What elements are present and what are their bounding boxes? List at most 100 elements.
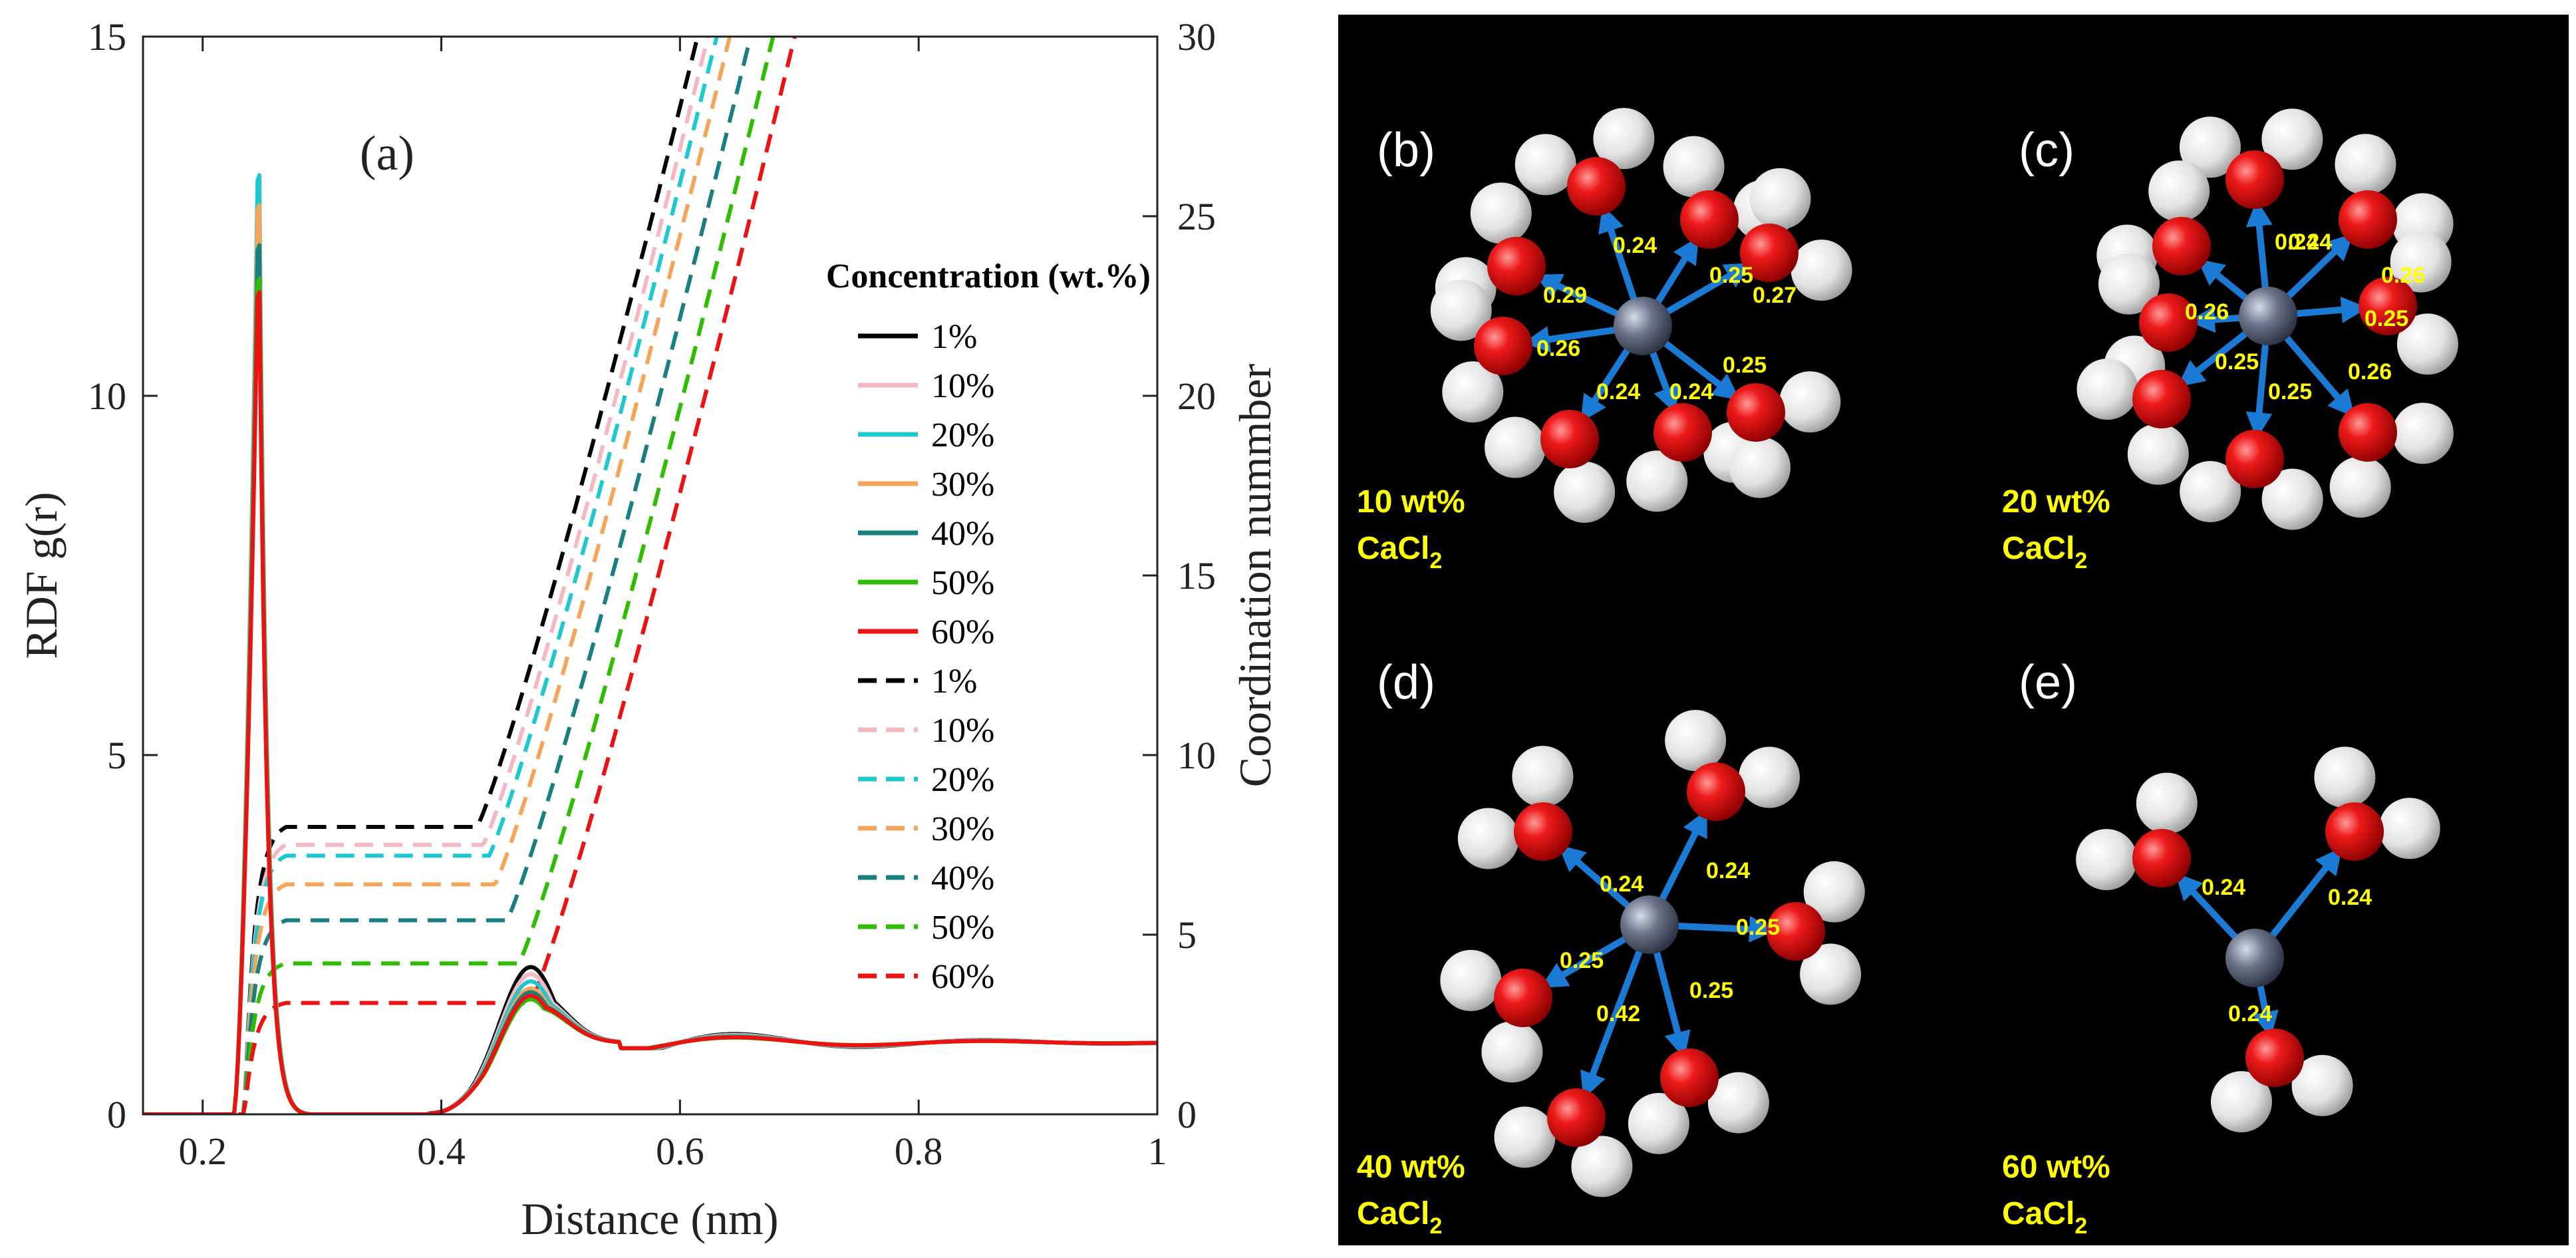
rdf-series	[143, 173, 1157, 1114]
hydrogen-atom	[1739, 746, 1800, 808]
hydrogen-atom	[2392, 402, 2454, 464]
calcium-ion	[1620, 895, 1679, 954]
cn-line-60%	[238, 37, 797, 1114]
hydrogen-atom	[2210, 1071, 2272, 1133]
hydrogen-atom	[1626, 450, 1688, 512]
bond-distance-label: 0.24	[1613, 233, 1657, 258]
legend-entry: 50%	[931, 564, 994, 602]
x-tick-label: 0.6	[656, 1130, 704, 1173]
panel-caption-concentration: 60 wt%	[2002, 1150, 2110, 1185]
calcium-ion	[2225, 929, 2284, 987]
panel-letter: (d)	[1377, 656, 1435, 709]
hydrogen-atom	[1481, 1021, 1543, 1083]
oxygen-atom	[2132, 829, 2191, 887]
oxygen-atom	[1540, 410, 1599, 468]
hydrogen-atom	[1442, 361, 1504, 423]
panel-caption-salt-main: CaCl	[1357, 1196, 1429, 1231]
oxygen-atom	[1740, 224, 1798, 282]
bond-distance-label: 0.24	[1706, 858, 1750, 883]
legend-entry: 10%	[931, 712, 994, 750]
hydrogen-atom	[2378, 798, 2440, 860]
hydrogen-atom	[1628, 1092, 1689, 1154]
panel-caption-salt: CaCl2	[2002, 531, 2087, 573]
panel-label-a: (a)	[360, 126, 414, 181]
hydrogen-atom	[2076, 359, 2138, 420]
bond-distance-label: 0.25	[1736, 915, 1780, 940]
oxygen-atom	[1660, 1048, 1719, 1107]
y2-tick-label: 5	[1177, 913, 1197, 957]
cn-line-50%	[238, 37, 776, 1114]
hydrogen-atom	[2076, 829, 2138, 891]
oxygen-atom	[1767, 902, 1825, 961]
hydrogen-atom	[1663, 136, 1725, 198]
panel-caption-salt-subscript: 2	[1429, 548, 1442, 573]
panel-caption-concentration: 20 wt%	[2002, 484, 2110, 520]
y2-tick-label: 15	[1177, 554, 1216, 597]
molecule-panel-e: (e) 0.24 0.24 0.24 60 wt% CaCl2	[2002, 656, 2440, 1239]
legend-entry: 10%	[931, 367, 994, 405]
panel-caption-salt-subscript: 2	[2075, 548, 2087, 573]
hydrogen-atom	[1430, 279, 1492, 341]
legend-entry: 1%	[931, 663, 977, 701]
y-axis-label: RDF g(r)	[16, 492, 67, 659]
hydrogen-atom	[1494, 1106, 1556, 1168]
oxygen-atom	[2339, 403, 2397, 462]
y-axis-right: 0 5 10 15 20 25 30	[1143, 15, 1216, 1136]
plot-area	[143, 37, 1157, 1114]
cn-line-40%	[238, 37, 753, 1114]
bond-distance-label: 0.26	[2185, 299, 2229, 325]
bond-distance-label: 0.24	[2328, 885, 2372, 910]
oxygen-atom	[2132, 370, 2191, 428]
hydrogen-atom	[1593, 108, 1655, 170]
y-axis-left: 0 5 10 15	[88, 15, 158, 1136]
panel-letter: (c)	[2019, 124, 2075, 177]
bond-distance-label: 0.24	[1596, 379, 1640, 404]
panel-caption-salt-subscript: 2	[2075, 1213, 2087, 1239]
hydrogen-atom	[1571, 1136, 1633, 1197]
bond-distance-label: 0.25	[1560, 948, 1604, 973]
rdf-chart: 0.2 0.4 0.6 0.8 1 0 5 10 15 0 5 10 15 20 25 30 Distan…	[16, 15, 1280, 1244]
y-tick-label: 5	[107, 734, 126, 777]
legend-entry: 1%	[931, 318, 977, 356]
bond-distance-label: 0.26	[2348, 359, 2392, 385]
legend-entry: 30%	[931, 466, 994, 504]
hydrogen-atom	[1665, 710, 1727, 772]
legend-entry: 40%	[931, 860, 994, 897]
legend-title: Concentration (wt.%)	[826, 257, 1151, 295]
panel-caption-concentration: 10 wt%	[1357, 484, 1465, 520]
oxygen-atom	[2359, 277, 2417, 335]
panel-caption-salt-main: CaCl	[1357, 531, 1429, 566]
hydrogen-atom	[2396, 313, 2458, 375]
oxygen-atom	[1474, 317, 1532, 375]
oxygen-atom	[2225, 150, 2284, 209]
oxygen-atom	[1494, 969, 1552, 1027]
bond-distance-label: 0.24	[2288, 230, 2332, 255]
x-tick-label: 0.8	[895, 1130, 943, 1173]
x-tick-label: 0.2	[178, 1130, 227, 1173]
hydrogen-atom	[1707, 1072, 1769, 1134]
oxygen-atom	[1514, 802, 1572, 861]
bond-distance-label: 0.25	[1709, 263, 1753, 288]
oxygen-atom	[2325, 802, 2384, 861]
bond-distance-label: 0.26	[1536, 336, 1580, 361]
cn-line-10%	[238, 37, 710, 1114]
hydrogen-atom	[2148, 160, 2210, 222]
hydrogen-atom	[1457, 808, 1519, 869]
ca-o-bond	[1580, 923, 1653, 1099]
y-tick-label: 10	[88, 375, 126, 418]
bond-distance-label: 0.24	[2228, 1001, 2272, 1026]
hydrogen-atom	[1749, 168, 1811, 230]
oxygen-atom	[1487, 237, 1546, 295]
bond-distance-label: 0.42	[1596, 1001, 1640, 1026]
hydrogen-atom	[1729, 436, 1791, 498]
hydrogen-atom	[1512, 746, 1574, 808]
oxygen-atom	[1567, 157, 1626, 216]
x-tick-label: 1	[1148, 1130, 1167, 1173]
hydrogen-atom	[1470, 182, 1532, 244]
panel-caption-salt: CaCl2	[1357, 1196, 1442, 1239]
panel-caption-salt-main: CaCl	[2002, 531, 2075, 566]
bond-distance-label: 0.27	[1753, 283, 1796, 308]
oxygen-atom	[2152, 217, 2211, 275]
